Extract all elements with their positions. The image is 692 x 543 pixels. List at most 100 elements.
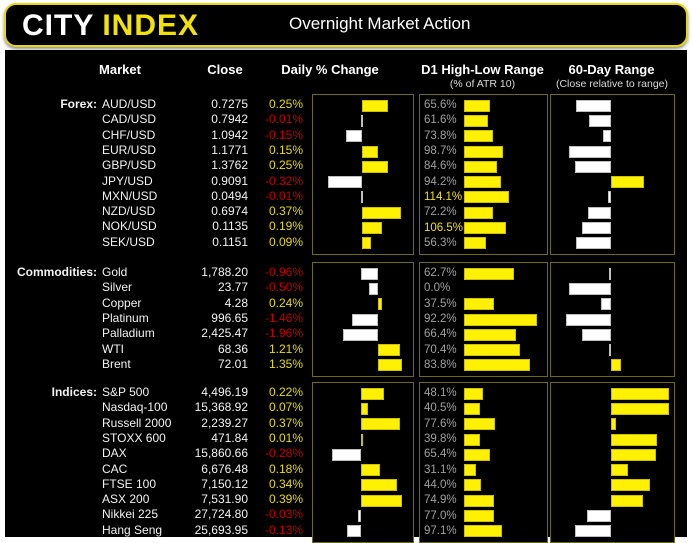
close-value: 1,788.20 [201, 265, 248, 279]
sixty-day-range-bar [608, 191, 611, 204]
column-subheader-d1-range: (% of ATR 10) [449, 78, 516, 90]
daily-change-value: 0.01% [268, 430, 303, 445]
close-value: 72.01 [217, 356, 248, 371]
d1-range-label: 61.6% [424, 114, 457, 127]
d1-range-bar [464, 99, 490, 112]
d1-range-bar [464, 402, 480, 415]
daily-change-value: 0.39% [268, 492, 303, 507]
sixty-day-range-bar [588, 114, 611, 127]
daily-change-value: 0.25% [268, 158, 303, 173]
d1-range-label: 94.2% [424, 175, 457, 188]
market-name: CAD/USD [102, 112, 157, 127]
sixty-day-range-bar [611, 448, 656, 461]
d1-range-bar [464, 160, 498, 173]
market-group: 62.7% 0.0% 37.5% 92.2% 66.4% 70.4% 83.8% Commod… [5, 262, 687, 378]
brand-logo: CITY INDEX [22, 9, 199, 43]
d1-range-label: 98.7% [424, 145, 457, 157]
market-name: ASX 200 [102, 492, 150, 507]
close-value: 4.28 [224, 295, 248, 310]
daily-change-bar [362, 237, 372, 250]
d1-range-bar [464, 525, 503, 538]
close-value: 0.1151 [212, 234, 248, 249]
daily-change-bar [361, 418, 400, 431]
daily-change-value: 0.24% [268, 295, 303, 310]
close-value: 4,496.19 [201, 385, 248, 399]
daily-change-value: 0.15% [268, 142, 303, 157]
d1-range-bar [464, 298, 494, 311]
group-label: Forex: [60, 97, 97, 111]
market-name: NOK/USD [102, 219, 157, 234]
d1-range-chart: 48.1% 40.5% 77.6% 39.8% 65.4% 31.1% 44.0% 74.9%… [419, 382, 548, 543]
close-value: 23.77 [217, 280, 248, 295]
sixty-day-range-bar [611, 418, 617, 431]
market-name: CHF/USD [102, 127, 156, 142]
sixty-day-range-bar [608, 344, 611, 357]
daily-change-bar [361, 387, 385, 400]
close-value: 15,860.66 [194, 446, 248, 461]
market-name: Nasdaq-100 [102, 400, 168, 415]
report-body: Market Close Daily % Change D1 High-Low … [5, 50, 687, 543]
d1-range-label: 62.7% [424, 267, 457, 280]
daily-change-bar [361, 494, 402, 507]
d1-range-bar [464, 433, 480, 446]
daily-change-value: 0.07% [268, 400, 303, 415]
d1-range-label: 92.2% [424, 313, 457, 325]
daily-change-value: 0.34% [268, 476, 303, 491]
d1-range-bar [464, 344, 520, 357]
sixty-day-range-bar [576, 237, 611, 250]
column-header-market: Market [99, 62, 141, 77]
d1-range-label: 83.8% [424, 358, 457, 371]
d1-range-bar [464, 313, 537, 326]
sixty-day-range-bar [576, 99, 611, 112]
daily-change-value: -0.01% [264, 112, 303, 127]
d1-range-label: 37.5% [424, 297, 457, 310]
market-name: STOXX 600 [102, 430, 166, 445]
brand-logo-index: INDEX [102, 9, 200, 42]
daily-change-chart [312, 94, 414, 255]
d1-range-bar [464, 114, 489, 127]
sixty-day-range-bar [587, 510, 611, 522]
d1-range-bar [464, 510, 495, 522]
d1-range-bar [464, 464, 477, 477]
brand-logo-city: CITY [22, 9, 95, 42]
d1-range-bar [464, 222, 507, 234]
market-name: JPY/USD [102, 173, 153, 188]
daily-change-bar [361, 464, 380, 477]
close-value: 996.65 [211, 310, 248, 325]
sixty-day-range-bar [611, 359, 622, 372]
daily-change-value: 1.35% [268, 356, 303, 371]
daily-change-value: -0.32% [264, 173, 303, 188]
daily-change-bar [362, 222, 382, 234]
close-value: 2,239.27 [201, 415, 248, 430]
sixty-day-range-bar [569, 145, 611, 158]
d1-range-label: 31.1% [424, 463, 457, 476]
d1-range-bar [464, 206, 493, 219]
market-name: Nikkei 225 [102, 507, 159, 522]
daily-change-value: -0.13% [264, 522, 303, 537]
market-name: S&P 500 [102, 385, 150, 399]
close-value: 0.6974 [211, 204, 248, 219]
close-value: 471.84 [211, 430, 248, 445]
daily-change-chart [312, 262, 414, 378]
sixty-day-range-bar [611, 479, 651, 492]
d1-range-bar [464, 418, 495, 431]
daily-change-bar [378, 298, 383, 311]
market-name: SEK/USD [102, 234, 155, 249]
close-value: 1.0942 [211, 127, 248, 142]
d1-range-label: 114.1% [424, 190, 463, 203]
daily-change-bar [342, 328, 378, 341]
close-value: 25,693.95 [194, 522, 248, 537]
daily-change-bar [331, 448, 361, 461]
market-name: Palladium [102, 326, 155, 341]
d1-range-label: 40.5% [424, 402, 457, 415]
market-name: MXN/USD [102, 188, 158, 203]
market-name: Hang Seng [102, 522, 163, 537]
d1-range-label: 66.4% [424, 328, 457, 341]
d1-range-label: 48.1% [424, 387, 457, 400]
d1-range-bar [464, 479, 482, 492]
d1-range-label: 97.1% [424, 524, 457, 537]
daily-change-bar [360, 114, 363, 127]
d1-range-label: 84.6% [424, 160, 457, 173]
daily-change-bar [351, 313, 378, 326]
column-header-close: Close [207, 62, 243, 77]
